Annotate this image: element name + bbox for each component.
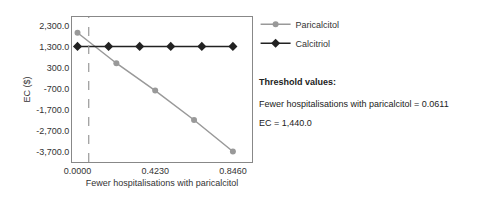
svg-text:-700.0: -700.0 [44, 84, 70, 94]
svg-text:EC ($): EC ($) [22, 76, 32, 102]
svg-text:-1,700.0: -1,700.0 [36, 105, 69, 115]
svg-text:0.8460: 0.8460 [219, 166, 247, 176]
svg-text:Threshold values:: Threshold values: [259, 77, 336, 87]
svg-text:Fewer hospitalisations with pa: Fewer hospitalisations with paricalcitol… [259, 99, 449, 109]
svg-text:-2,700.0: -2,700.0 [36, 126, 69, 136]
svg-text:Paricalcitol: Paricalcitol [296, 20, 340, 30]
svg-text:0.4230: 0.4230 [141, 166, 169, 176]
svg-text:0.0000: 0.0000 [64, 166, 92, 176]
svg-text:300.0: 300.0 [47, 63, 70, 73]
svg-text:Fewer hospitalisations with pa: Fewer hospitalisations with paricalcitol [86, 178, 239, 188]
svg-text:-3,700.0: -3,700.0 [36, 147, 69, 157]
svg-text:1,300.0: 1,300.0 [39, 42, 69, 52]
svg-text:2,300.0: 2,300.0 [39, 21, 69, 31]
svg-text:EC = 1,440.0: EC = 1,440.0 [259, 118, 312, 128]
svg-text:Calcitriol: Calcitriol [296, 39, 331, 49]
